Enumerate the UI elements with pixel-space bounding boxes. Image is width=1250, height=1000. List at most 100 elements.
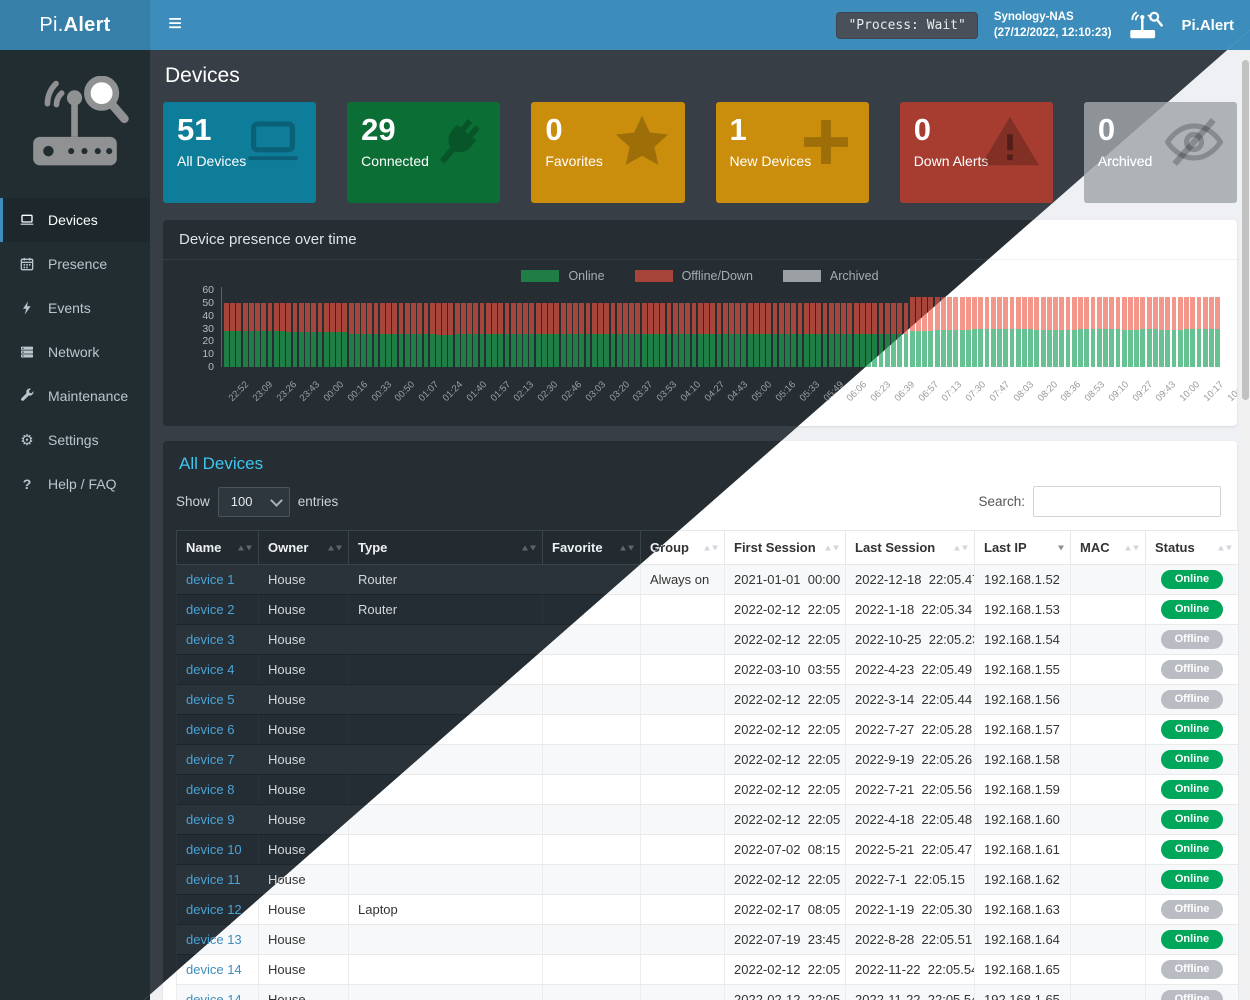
device-link[interactable]: device 4 (186, 662, 235, 677)
entries-select[interactable]: 100 (217, 486, 290, 517)
device-link[interactable]: device 14 (186, 962, 242, 977)
device-link[interactable]: device 6 (186, 722, 235, 737)
sidebar-toggle-button[interactable]: ≡ (168, 10, 183, 37)
plus-icon (795, 111, 857, 173)
legend-swatch (634, 270, 673, 282)
online-segment (816, 333, 822, 367)
column-header-owner[interactable]: Owner (258, 530, 349, 565)
offline-segment (373, 303, 379, 334)
chart-bar (1034, 296, 1040, 367)
offline-segment (866, 303, 871, 334)
column-header-favorite[interactable]: Favorite (542, 530, 641, 565)
cell-name: device 10 (176, 834, 259, 865)
column-header-last-session[interactable]: Last Session (845, 530, 975, 565)
online-segment (386, 333, 391, 367)
cell-last-session: 2022-7-27 22:05.28 (845, 714, 975, 745)
legend-swatch (521, 270, 560, 282)
offline-segment (859, 303, 865, 334)
summary-card-favorites[interactable]: 0 Favorites (531, 102, 685, 203)
online-segment (1078, 328, 1083, 367)
cell-status: Online (1145, 804, 1239, 835)
online-segment (704, 333, 709, 367)
device-link[interactable]: device 1 (186, 572, 235, 587)
device-link[interactable]: device 8 (186, 782, 235, 797)
online-segment (261, 331, 267, 367)
online-segment (1184, 328, 1189, 367)
entries-select-wrap: 100 (217, 486, 290, 517)
search-input[interactable] (1033, 486, 1221, 517)
status-badge: Online (1161, 779, 1223, 800)
chart-bar (404, 303, 410, 367)
sort-icon (238, 545, 252, 550)
cell-group (640, 624, 725, 655)
online-segment (822, 333, 828, 367)
column-header-type[interactable]: Type (348, 530, 543, 565)
column-header-name[interactable]: Name (176, 530, 259, 565)
chart-bar (978, 296, 984, 367)
device-link[interactable]: device 3 (186, 632, 235, 647)
star-icon (611, 111, 673, 173)
offline-segment (828, 303, 834, 334)
chart-bar (417, 303, 423, 367)
column-header-first-session[interactable]: First Session (724, 530, 846, 565)
page-scrollbar[interactable] (1241, 50, 1250, 1000)
offline-segment (1096, 296, 1102, 329)
online-segment (891, 333, 896, 367)
chart-bar (348, 303, 354, 367)
summary-card-new-devices[interactable]: 1 New Devices (715, 102, 869, 203)
eye-slash-icon (1163, 111, 1225, 173)
cell-last-ip: 192.168.1.56 (974, 684, 1071, 715)
device-link[interactable]: device 11 (186, 872, 241, 887)
chart-bar (760, 303, 765, 367)
sidebar-item-maintenance[interactable]: Maintenance (0, 374, 150, 418)
offline-segment (504, 303, 510, 334)
offline-segment (616, 303, 622, 334)
offline-segment (760, 303, 765, 334)
device-link[interactable]: device 13 (186, 932, 242, 947)
brand-alert: Alert (63, 13, 111, 36)
column-header-group[interactable]: Group (640, 530, 725, 565)
scrollbar-thumb[interactable] (1242, 60, 1249, 400)
chart-bar (697, 303, 703, 367)
device-link[interactable]: device 2 (186, 602, 235, 617)
brand-logo[interactable]: Pi. Alert (0, 0, 150, 50)
summary-card-all-devices[interactable]: 51 All Devices (163, 102, 317, 203)
device-link[interactable]: device 10 (186, 842, 242, 857)
cell-last-session: 2022-12-18 22:05.47 (845, 564, 975, 595)
column-header-last-ip[interactable]: Last IP (974, 530, 1071, 565)
cell-last-ip: 192.168.1.65 (974, 954, 1071, 985)
cell-type (348, 654, 543, 685)
online-segment (417, 333, 423, 367)
sidebar-item-help-faq[interactable]: ? Help / FAQ (0, 462, 150, 506)
cell-group (640, 654, 725, 685)
online-segment (990, 328, 996, 367)
online-segment (1171, 329, 1177, 367)
device-link[interactable]: device 9 (186, 812, 235, 827)
online-segment (1059, 329, 1065, 367)
sidebar-menu: Devices Presence Events Network Maintenance ⚙… (0, 198, 150, 506)
column-label: Last IP (984, 540, 1027, 555)
chart-bar (891, 303, 896, 367)
chart-bar (255, 303, 261, 367)
device-link[interactable]: device 5 (186, 692, 235, 707)
chart-bar (965, 296, 971, 367)
column-header-mac[interactable]: MAC (1070, 530, 1146, 565)
device-link[interactable]: device 12 (186, 902, 242, 917)
cell-owner: House (258, 654, 349, 685)
summary-card-connected[interactable]: 29 Connected (347, 102, 501, 203)
sidebar-item-network[interactable]: Network (0, 330, 150, 374)
sidebar-item-presence[interactable]: Presence (0, 242, 150, 286)
sidebar-item-devices[interactable]: Devices (0, 198, 150, 242)
offline-segment (772, 303, 778, 334)
summary-card-archived[interactable]: 0 Archived (1083, 102, 1238, 203)
sidebar-item-events[interactable]: Events (0, 286, 150, 330)
column-header-status[interactable]: Status (1145, 530, 1239, 565)
offline-segment (386, 303, 391, 334)
summary-card-down-alerts[interactable]: 0 Down Alerts (899, 102, 1053, 203)
device-link[interactable]: device 14 (186, 992, 242, 1000)
sidebar-item-settings[interactable]: ⚙ Settings (0, 418, 150, 462)
device-link[interactable]: device 7 (186, 752, 235, 767)
